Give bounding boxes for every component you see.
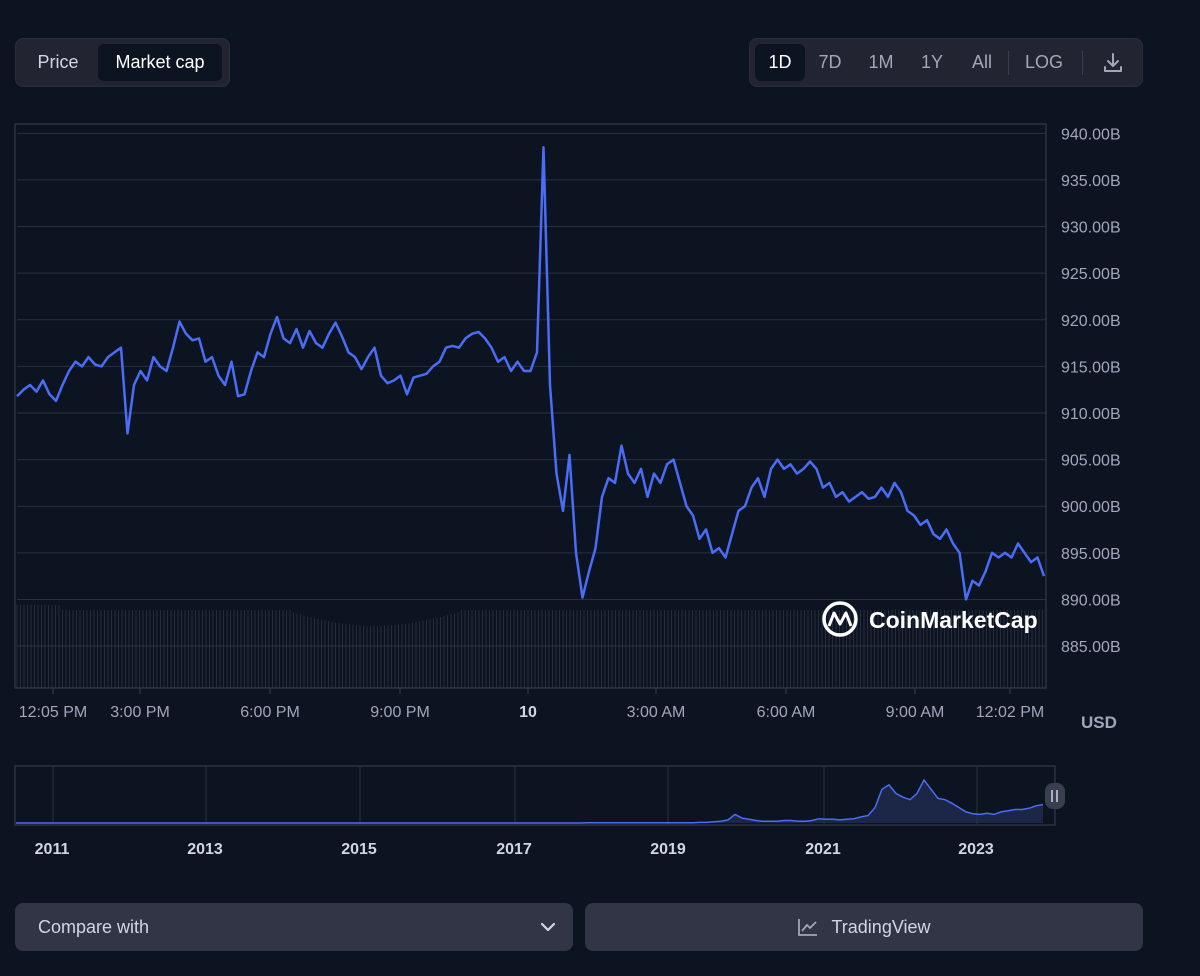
volume-bars [16, 605, 1043, 688]
overview-year-label: 2017 [496, 841, 532, 858]
y-tick-label: 930.00B [1061, 220, 1121, 237]
x-tick-label: 3:00 AM [627, 704, 686, 721]
watermark-text: CoinMarketCap [869, 607, 1038, 633]
range-1m-button[interactable]: 1M [868, 52, 894, 72]
overview-area [16, 780, 1043, 823]
range-divider [1082, 51, 1083, 75]
compare-with-label: Compare with [38, 917, 150, 937]
coinmarketcap-logo-icon [822, 601, 858, 637]
y-tick-label: 890.00B [1061, 592, 1121, 609]
chart-frame [14, 123, 1047, 689]
overview-year-label: 2021 [805, 841, 841, 858]
log-scale-button[interactable]: LOG [1024, 52, 1063, 72]
range-1y-button[interactable]: 1Y [920, 52, 944, 72]
chart-gridlines [17, 132, 1046, 647]
market-cap-line [16, 146, 1046, 601]
range-divider [1008, 51, 1009, 75]
x-tick-label: 12:05 PM [19, 704, 87, 721]
y-tick-label: 895.00B [1061, 546, 1121, 563]
overview-year-label: 2019 [650, 841, 686, 858]
overview-line [16, 778, 1044, 824]
y-tick-label: 885.00B [1061, 639, 1121, 656]
y-tick-label: 905.00B [1061, 453, 1121, 470]
x-tick-label: 10 [519, 704, 537, 721]
tradingview-button[interactable]: TradingView [585, 903, 1143, 951]
currency-label: USD [1081, 713, 1117, 732]
y-tick-label: 900.00B [1061, 499, 1121, 516]
compare-with-dropdown[interactable]: Compare with [15, 903, 573, 951]
chevron-down-icon [540, 922, 556, 932]
x-axis-ticks [52, 688, 1011, 694]
market-cap-tab[interactable]: Market cap [98, 44, 222, 81]
time-range-selector: 1D 7D 1M 1Y All LOG [749, 38, 1143, 87]
x-tick-label: 12:02 PM [976, 704, 1044, 721]
overview-year-labels: 2011 2013 2015 2017 2019 2021 2023 [35, 841, 994, 858]
y-tick-label: 940.00B [1061, 126, 1121, 143]
price-marketcap-toggle: Price Market cap [15, 38, 230, 87]
y-tick-label: 910.00B [1061, 406, 1121, 423]
y-tick-label: 915.00B [1061, 359, 1121, 376]
chart-line-icon [798, 919, 818, 936]
y-tick-label: 935.00B [1061, 173, 1121, 190]
coinmarketcap-watermark: CoinMarketCap [822, 601, 1038, 637]
overview-year-label: 2011 [35, 841, 70, 858]
y-tick-label: 925.00B [1061, 266, 1121, 283]
y-tick-label: 920.00B [1061, 313, 1121, 330]
x-tick-label: 9:00 PM [370, 704, 430, 721]
range-all-button[interactable]: All [971, 52, 992, 72]
price-tab[interactable]: Price [37, 52, 79, 72]
overview-range-handle[interactable] [1045, 783, 1065, 809]
overview-year-label: 2023 [958, 841, 994, 858]
x-tick-label: 6:00 PM [240, 704, 300, 721]
overview-year-label: 2013 [187, 841, 223, 858]
y-axis-labels: 940.00B 935.00B 930.00B 925.00B 920.00B 915.0… [1061, 126, 1121, 656]
market-cap-chart: 940.00B 935.00B 930.00B 925.00B 920.00B 915.0… [14, 123, 1121, 858]
overview-gridlines [52, 766, 978, 825]
range-7d-button[interactable]: 7D [818, 52, 842, 72]
x-tick-label: 6:00 AM [757, 704, 816, 721]
overview-year-label: 2015 [341, 841, 377, 858]
x-tick-label: 3:00 PM [110, 704, 170, 721]
download-icon[interactable] [1101, 51, 1125, 75]
tradingview-label: TradingView [831, 916, 931, 937]
range-1d-button[interactable]: 1D [755, 44, 805, 81]
x-tick-label: 9:00 AM [886, 704, 945, 721]
x-axis-labels: 12:05 PM 3:00 PM 6:00 PM 9:00 PM 10 3:00 AM 6:… [19, 704, 1044, 721]
